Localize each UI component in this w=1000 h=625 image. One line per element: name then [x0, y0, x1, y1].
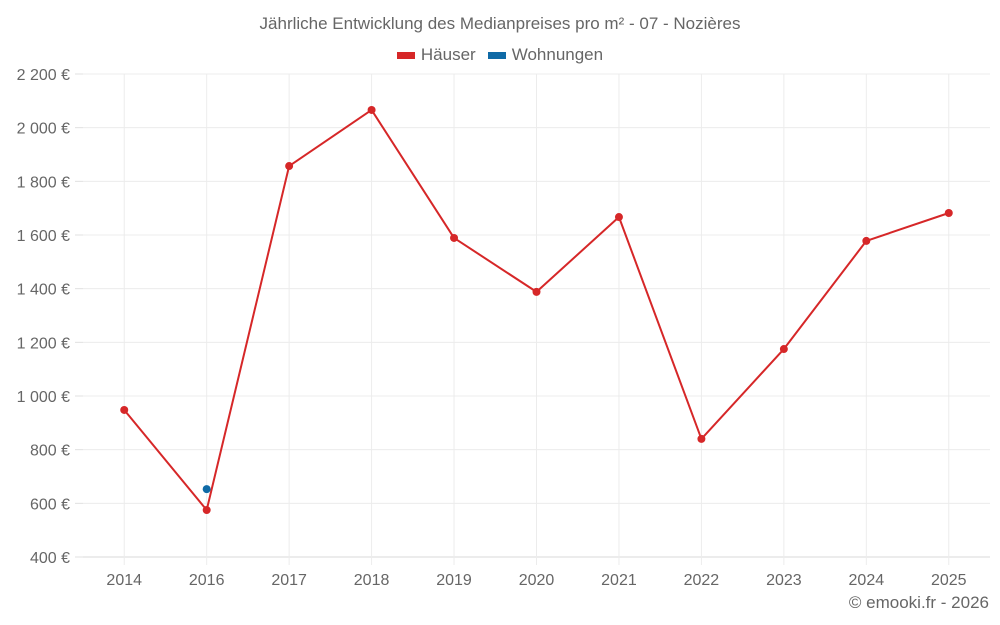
x-tick-label: 2017	[271, 572, 307, 589]
data-point	[202, 485, 211, 494]
legend: Häuser Wohnungen	[0, 45, 1000, 65]
x-tick-label: 2022	[684, 572, 720, 589]
credit: © emooki.fr - 2026	[848, 593, 989, 612]
y-tick-label: 1 000 €	[17, 389, 70, 406]
data-point	[120, 405, 129, 414]
data-point	[202, 506, 211, 515]
y-tick-label: 400 €	[30, 550, 70, 567]
y-tick-label: 1 200 €	[17, 335, 70, 352]
y-tick-label: 1 600 €	[17, 228, 70, 245]
y-tick-label: 1 400 €	[17, 282, 70, 299]
y-tick-label: 2 200 €	[17, 67, 70, 84]
x-tick-label: 2021	[601, 572, 637, 589]
legend-swatch-wohnungen	[487, 51, 506, 59]
data-point	[285, 162, 294, 171]
data-point	[697, 434, 706, 443]
chart-title: Jährliche Entwicklung des Medianpreises …	[259, 14, 741, 33]
x-tick-label: 2023	[766, 572, 802, 589]
y-tick-label: 800 €	[30, 443, 70, 460]
y-tick-label: 1 800 €	[17, 174, 70, 191]
data-point	[532, 287, 541, 296]
x-tick-label: 2019	[436, 572, 472, 589]
data-point	[779, 345, 788, 354]
y-tick-label: 2 000 €	[17, 121, 70, 138]
data-point	[367, 105, 376, 114]
legend-label-wohnungen: Wohnungen	[511, 45, 604, 64]
legend-item-haeuser[interactable]: Häuser	[396, 45, 476, 65]
data-point	[450, 233, 459, 242]
x-tick-label: 2014	[106, 572, 142, 589]
y-tick-label: 600 €	[30, 496, 70, 513]
x-tick-label: 2025	[931, 572, 967, 589]
x-tick-label: 2018	[354, 572, 390, 589]
data-point	[862, 236, 871, 245]
x-tick-label: 2016	[189, 572, 225, 589]
data-point	[944, 208, 953, 217]
legend-swatch-haeuser	[396, 51, 415, 59]
legend-label-haeuser: Häuser	[420, 45, 476, 64]
data-point	[614, 213, 623, 222]
x-tick-label: 2020	[519, 572, 555, 589]
x-tick-label: 2024	[849, 572, 885, 589]
legend-item-wohnungen[interactable]: Wohnungen	[487, 45, 604, 65]
